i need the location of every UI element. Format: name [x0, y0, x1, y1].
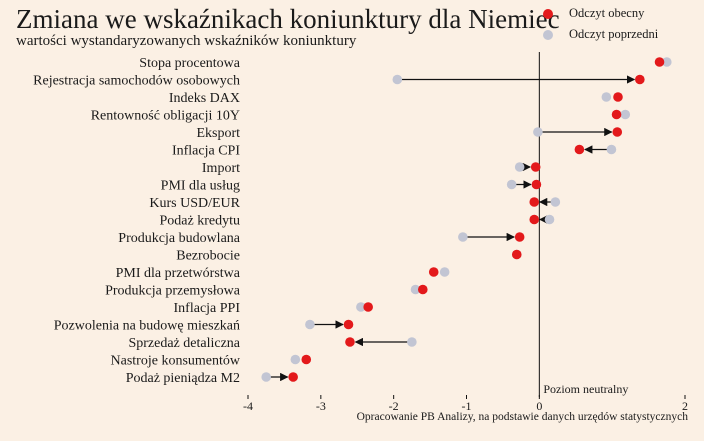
category-label: Sprzedaż detaliczna	[128, 336, 240, 351]
current-dot	[612, 127, 623, 137]
previous-dot	[661, 57, 672, 67]
previous-dot	[620, 109, 631, 120]
category-label: Podaż pieniądza M2	[126, 371, 240, 386]
current-dot	[511, 249, 522, 260]
category-label: Produkcja przemysłowa	[105, 284, 241, 299]
current-dot	[531, 179, 542, 190]
previous-dot	[601, 92, 612, 102]
previous-dot	[506, 179, 517, 190]
current-dot	[654, 57, 665, 67]
chart-title: Zmiana we wskaźnikach koniunktury dla Ni…	[16, 4, 560, 34]
current-dot	[301, 354, 312, 365]
neutral-label: Poziom neutralny	[543, 382, 628, 396]
current-dot	[363, 302, 373, 312]
category-label: Eksport	[196, 126, 240, 141]
current-dot	[418, 284, 428, 295]
category-label: Bezrobocie	[176, 249, 240, 264]
previous-dot	[544, 214, 555, 225]
current-dot	[345, 337, 355, 347]
legend-label-previous: Odczyt poprzedni	[569, 27, 659, 41]
previous-dot	[606, 144, 617, 155]
legend-swatch-current	[543, 8, 553, 19]
x-tick-label: 2	[682, 399, 688, 413]
current-dot	[343, 319, 354, 330]
current-dot	[613, 92, 623, 102]
category-label: Produkcja budowlana	[118, 231, 240, 246]
previous-dot	[392, 74, 403, 85]
legend-item-current: Odczyt obecny	[543, 3, 658, 24]
previous-dot	[514, 162, 525, 172]
previous-dot	[290, 354, 301, 365]
previous-dot	[261, 372, 272, 382]
previous-dot	[458, 232, 468, 242]
legend-swatch-previous	[543, 29, 553, 40]
x-tick-label: -2	[389, 399, 399, 413]
category-label: Indeks DAX	[169, 91, 240, 106]
previous-dot	[356, 302, 366, 312]
previous-dot	[305, 319, 315, 330]
category-label: Inflacja CPI	[172, 144, 240, 159]
current-dot	[530, 162, 541, 172]
category-label: Nastroje konsumentów	[111, 354, 241, 369]
category-label: PMI dla usług	[161, 179, 240, 194]
x-tick-label: -4	[243, 399, 253, 413]
category-label: Podaż kredytu	[160, 214, 240, 229]
category-label: PMI dla przetwórstwa	[116, 266, 241, 281]
category-label: Kurs USD/EUR	[149, 196, 240, 211]
legend-item-previous: Odczyt poprzedni	[543, 24, 658, 45]
category-label: Import	[202, 161, 240, 176]
previous-dot	[410, 284, 421, 295]
category-label: Inflacja PPI	[174, 301, 241, 316]
x-tick-label: -1	[462, 399, 472, 413]
current-dot	[529, 197, 540, 207]
current-dot	[574, 144, 585, 155]
previous-dot	[550, 197, 561, 207]
legend-label-current: Odczyt obecny	[569, 6, 645, 20]
category-label: Stopa procentowa	[139, 56, 240, 71]
legend: Odczyt obecny Odczyt poprzedni	[543, 3, 658, 45]
category-label: Rejestracja samochodów osobowych	[33, 74, 240, 89]
source-note: Opracowanie PB Analizy, na podstawie dan…	[356, 411, 688, 423]
category-label: Pozwolenia na budowę mieszkań	[54, 319, 240, 334]
current-dot	[514, 232, 525, 242]
x-tick-label: -3	[316, 399, 326, 413]
current-dot	[428, 267, 439, 277]
x-tick-label: 0	[536, 399, 542, 413]
previous-dot	[533, 127, 543, 137]
current-dot	[529, 214, 540, 225]
chart-subtitle: wartości wystandaryzowanych wskaźników k…	[16, 33, 357, 49]
current-dot	[635, 74, 645, 85]
previous-dot	[439, 267, 450, 277]
category-label: Rentowność obligacji 10Y	[91, 109, 240, 124]
current-dot	[288, 372, 298, 382]
previous-dot	[407, 337, 417, 347]
current-dot	[611, 109, 622, 120]
